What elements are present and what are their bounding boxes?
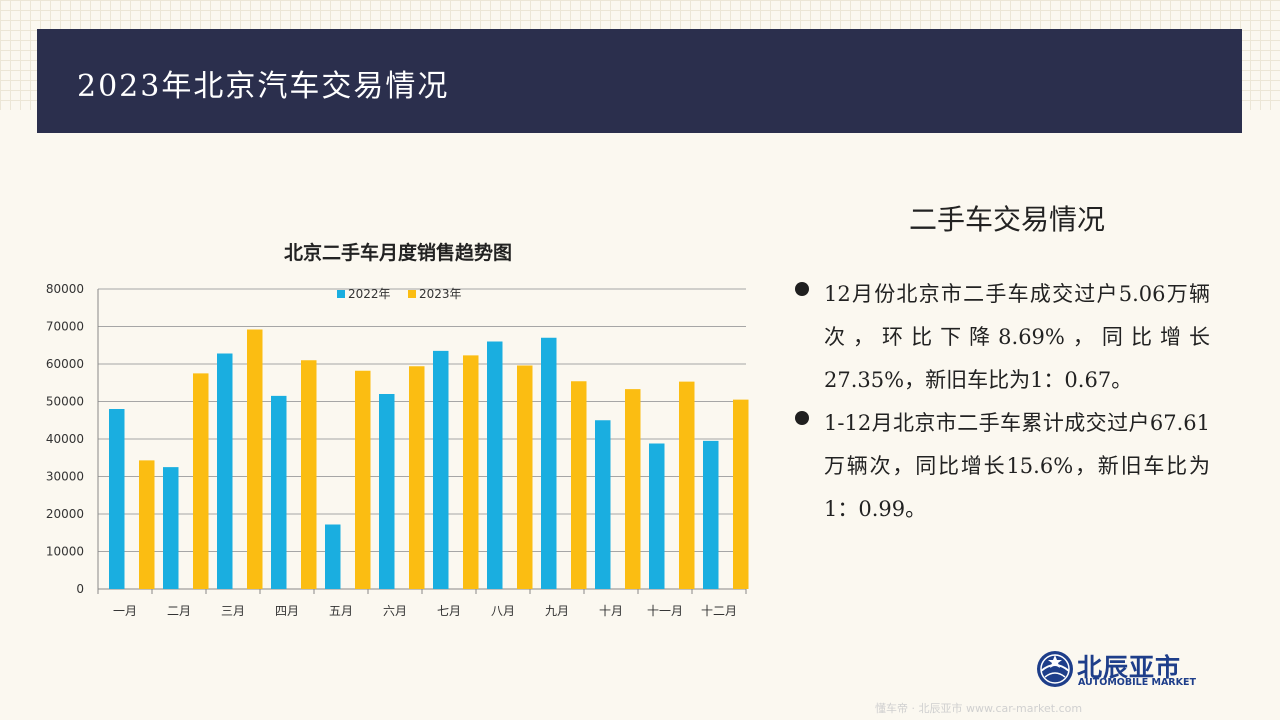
bar-2022年-七月 xyxy=(433,350,449,589)
brand-logo: 北辰亚市 AUTOMOBILE MARKET xyxy=(1035,648,1210,692)
legend-swatch xyxy=(408,290,416,298)
header-bar: 2023年北京汽车交易情况 xyxy=(37,29,1242,133)
y-tick-label: 30000 xyxy=(46,470,84,484)
y-tick-label: 20000 xyxy=(46,507,84,521)
x-tick-label: 十二月 xyxy=(701,604,737,618)
legend-label: 2023年 xyxy=(419,287,462,301)
bar-2022年-十月 xyxy=(595,420,611,589)
y-tick-label: 80000 xyxy=(46,282,84,296)
bullet-text: 12月份北京市二手车成交过户5.06万辆次，环比下降8.69%，同比增长27.3… xyxy=(824,282,1210,392)
bar-2022年-十二月 xyxy=(703,440,719,589)
bar-2023年-四月 xyxy=(301,360,317,589)
bar-2023年-一月 xyxy=(139,460,155,589)
x-tick-label: 三月 xyxy=(221,604,245,618)
bar-2022年-二月 xyxy=(163,467,179,589)
bar-2023年-十一月 xyxy=(679,381,695,589)
globe-icon xyxy=(1037,651,1073,687)
bar-2023年-七月 xyxy=(463,355,479,589)
x-tick-label: 四月 xyxy=(275,604,299,618)
bar-2023年-十月 xyxy=(625,389,641,589)
bar-2023年-二月 xyxy=(193,373,209,589)
x-tick-label: 九月 xyxy=(545,604,569,618)
y-tick-label: 0 xyxy=(76,582,84,596)
legend-swatch xyxy=(337,290,345,298)
y-tick-label: 60000 xyxy=(46,357,84,371)
bar-2022年-十一月 xyxy=(649,443,665,589)
bullet-text: 1-12月北京市二手车累计成交过户67.61万辆次，同比增长15.6%，新旧车比… xyxy=(824,411,1210,521)
x-tick-label: 六月 xyxy=(383,604,407,618)
y-tick-label: 50000 xyxy=(46,395,84,409)
bar-2023年-八月 xyxy=(517,365,533,589)
bar-chart: 北京二手车月度销售趋势图 0 10000 20000 30000 40000 50000 60… xyxy=(46,241,749,618)
chart-title: 北京二手车月度销售趋势图 xyxy=(284,241,512,264)
bar-2022年-四月 xyxy=(271,395,287,589)
x-tick-label: 十一月 xyxy=(647,604,683,618)
bar-2023年-九月 xyxy=(571,381,587,589)
y-tick-label: 40000 xyxy=(46,432,84,446)
y-tick-label: 70000 xyxy=(46,320,84,334)
page-title: 2023年北京汽车交易情况 xyxy=(77,69,450,104)
bar-2022年-六月 xyxy=(379,394,395,589)
bullet-dot-icon xyxy=(795,411,809,425)
x-tick-label: 五月 xyxy=(329,604,353,618)
bar-2022年-九月 xyxy=(541,337,557,589)
bullet-dot-icon xyxy=(795,282,809,296)
logo-name-cn: 北辰亚市 xyxy=(1077,653,1182,682)
bar-2023年-三月 xyxy=(247,329,263,589)
bar-2022年-八月 xyxy=(487,341,503,589)
x-tick-label: 八月 xyxy=(491,604,515,618)
bar-2022年-一月 xyxy=(109,409,125,589)
x-tick-label: 二月 xyxy=(167,604,191,618)
legend-label: 2022年 xyxy=(348,287,391,301)
bar-2022年-三月 xyxy=(217,353,233,589)
bar-2023年-六月 xyxy=(409,366,425,589)
x-tick-label: 十月 xyxy=(599,604,623,618)
x-tick-label: 七月 xyxy=(437,604,461,618)
watermark-text: 懂车帝 · 北辰亚市 www.car-market.com xyxy=(875,702,1083,715)
logo-name-en: AUTOMOBILE MARKET xyxy=(1078,677,1196,688)
bar-2023年-十二月 xyxy=(733,399,749,589)
bar-2023年-五月 xyxy=(355,370,371,589)
panel-title: 二手车交易情况 xyxy=(909,203,1106,236)
x-tick-label: 一月 xyxy=(113,604,137,618)
y-tick-label: 10000 xyxy=(46,545,84,559)
bar-2022年-五月 xyxy=(325,524,341,589)
